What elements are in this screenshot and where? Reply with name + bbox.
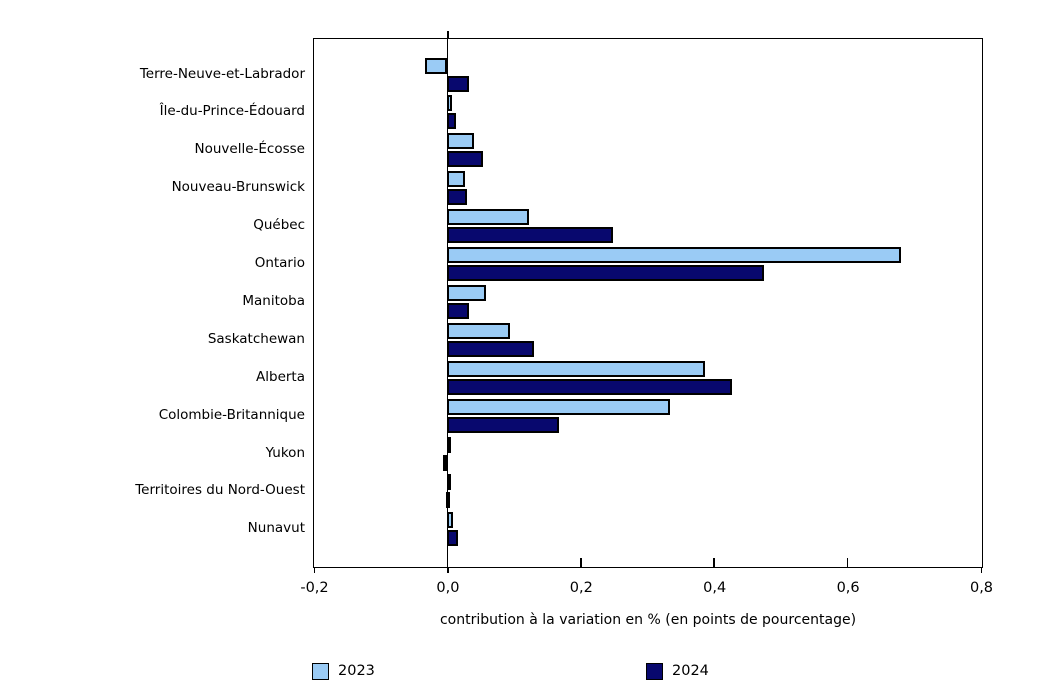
bar-2023 — [424, 57, 448, 74]
bar-2024 — [447, 265, 765, 281]
x-tick-label: 0,8 — [969, 580, 994, 596]
bar-2024 — [447, 530, 459, 547]
bar-2024 — [447, 416, 559, 433]
category-label: Île-du-Prince-Édouard — [159, 103, 305, 120]
plot-area — [313, 38, 983, 568]
bar-2023 — [447, 209, 529, 226]
bar-2023 — [447, 247, 901, 263]
x-axis-inner-tick — [846, 558, 849, 567]
legend-swatch-2024 — [646, 662, 663, 680]
category-label: Ontario — [254, 255, 305, 271]
legend-swatch-2023 — [312, 662, 329, 680]
bar-2023 — [447, 474, 452, 491]
category-label: Saskatchewan — [207, 330, 305, 347]
category-label: Nunavut — [247, 520, 305, 537]
bar-2023 — [447, 322, 511, 339]
category-label: Yukon — [265, 444, 305, 461]
x-axis-outer-tick — [980, 566, 983, 573]
category-label: Alberta — [256, 368, 305, 385]
legend-item-2024: 2024 — [646, 661, 709, 681]
bar-2024 — [447, 189, 468, 206]
bar-2024 — [447, 151, 484, 168]
bar-2023 — [447, 95, 453, 112]
bar-2023 — [447, 436, 452, 453]
x-axis-inner-tick — [580, 558, 582, 567]
x-tick-label: 0,4 — [703, 580, 727, 596]
x-axis-title: contribution à la variation en % (en poi… — [439, 612, 857, 628]
bar-2024 — [447, 378, 732, 395]
bar-2024 — [445, 492, 450, 509]
category-label: Manitoba — [242, 292, 305, 309]
category-label: Nouvelle-Écosse — [194, 141, 305, 158]
x-tick-label: 0,2 — [569, 580, 593, 596]
bar-2024 — [447, 75, 470, 92]
x-axis-outer-tick — [447, 566, 449, 573]
bar-2023 — [447, 133, 475, 150]
bar-2023 — [447, 398, 671, 415]
legend-label-2024: 2024 — [672, 663, 709, 679]
x-axis-inner-tick — [713, 558, 715, 567]
category-label: Colombie-Britannique — [158, 406, 305, 423]
legend-item-2023: 2023 — [312, 661, 375, 681]
x-tick-label: 0,6 — [836, 580, 860, 596]
bar-2024 — [447, 340, 535, 357]
category-label: Nouveau-Brunswick — [171, 179, 305, 196]
category-label: Québec — [253, 217, 305, 234]
bar-2023 — [447, 512, 453, 529]
legend-label-2023: 2023 — [338, 663, 375, 679]
bar-2024 — [447, 227, 614, 244]
x-axis-outer-tick — [313, 566, 316, 573]
bar-2024 — [443, 454, 448, 471]
x-tick-label: -0,2 — [300, 580, 329, 596]
bar-2023 — [447, 360, 705, 377]
bar-2023 — [447, 284, 487, 301]
bar-2024 — [447, 302, 470, 319]
bar-2024 — [447, 113, 457, 130]
category-label: Territoires du Nord-Ouest — [135, 482, 305, 499]
bar-2023 — [447, 171, 465, 188]
category-label: Terre-Neuve-et-Labrador — [139, 65, 305, 82]
zero-line-top-tick — [447, 31, 449, 38]
x-tick-label: 0,0 — [436, 580, 460, 596]
